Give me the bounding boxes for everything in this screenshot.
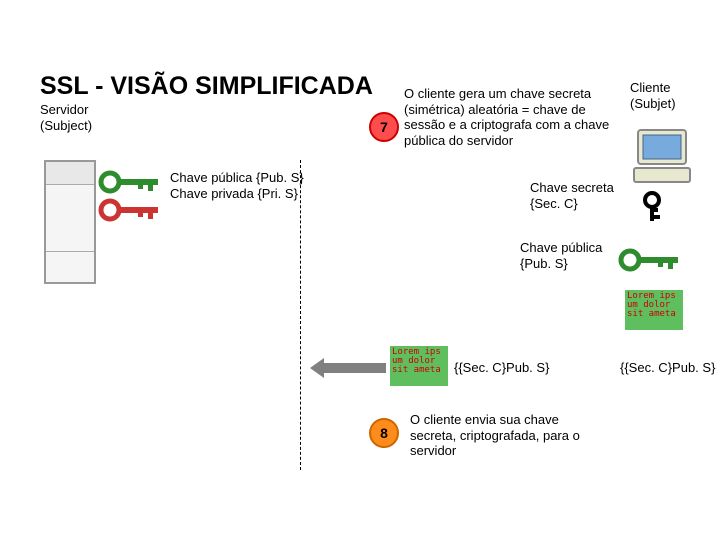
step-8-num: 8 [380,425,388,441]
cipher-block-right: Lorem ipsum dolor sit ameta [625,290,683,330]
arrow-left-icon [310,358,386,378]
server-icon [44,160,96,284]
server-label-l1: Servidor [40,102,88,117]
center-divider [300,160,301,470]
client-label-l1: Cliente [630,80,670,95]
cipher-block-mid: Lorem ipsum dolor sit ameta [390,346,448,386]
client-computer-icon [632,128,694,186]
step-7-desc: O cliente gera um chave secreta (simétri… [404,86,624,148]
server-keys-label: Chave pública {Pub. S}Chave privada {Pri… [170,170,304,201]
step-8-badge: 8 [369,418,399,448]
step-7-num: 7 [380,119,388,135]
server-public-key-icon [98,170,166,194]
client-pubkey-label: Chave pública {Pub. S} [520,240,602,271]
client-public-key-icon [618,248,686,272]
page-title: SSL - VISÃO SIMPLIFICADA [40,72,373,101]
server-label: Servidor (Subject) [40,102,92,133]
client-secret-key-icon [640,190,674,224]
step-8-desc: O cliente envia sua chave secreta, cript… [410,412,600,459]
server-private-key-icon [98,198,166,222]
server-label-l2: (Subject) [40,118,92,133]
cipher-caption-right: {{Sec. C}Pub. S} [620,360,715,376]
client-secret-key-label: Chave secreta {Sec. C} [530,180,614,211]
cipher-caption-mid: {{Sec. C}Pub. S} [454,360,549,376]
client-label: Cliente (Subjet) [630,80,676,111]
client-label-l2: (Subjet) [630,96,676,111]
step-7-badge: 7 [369,112,399,142]
